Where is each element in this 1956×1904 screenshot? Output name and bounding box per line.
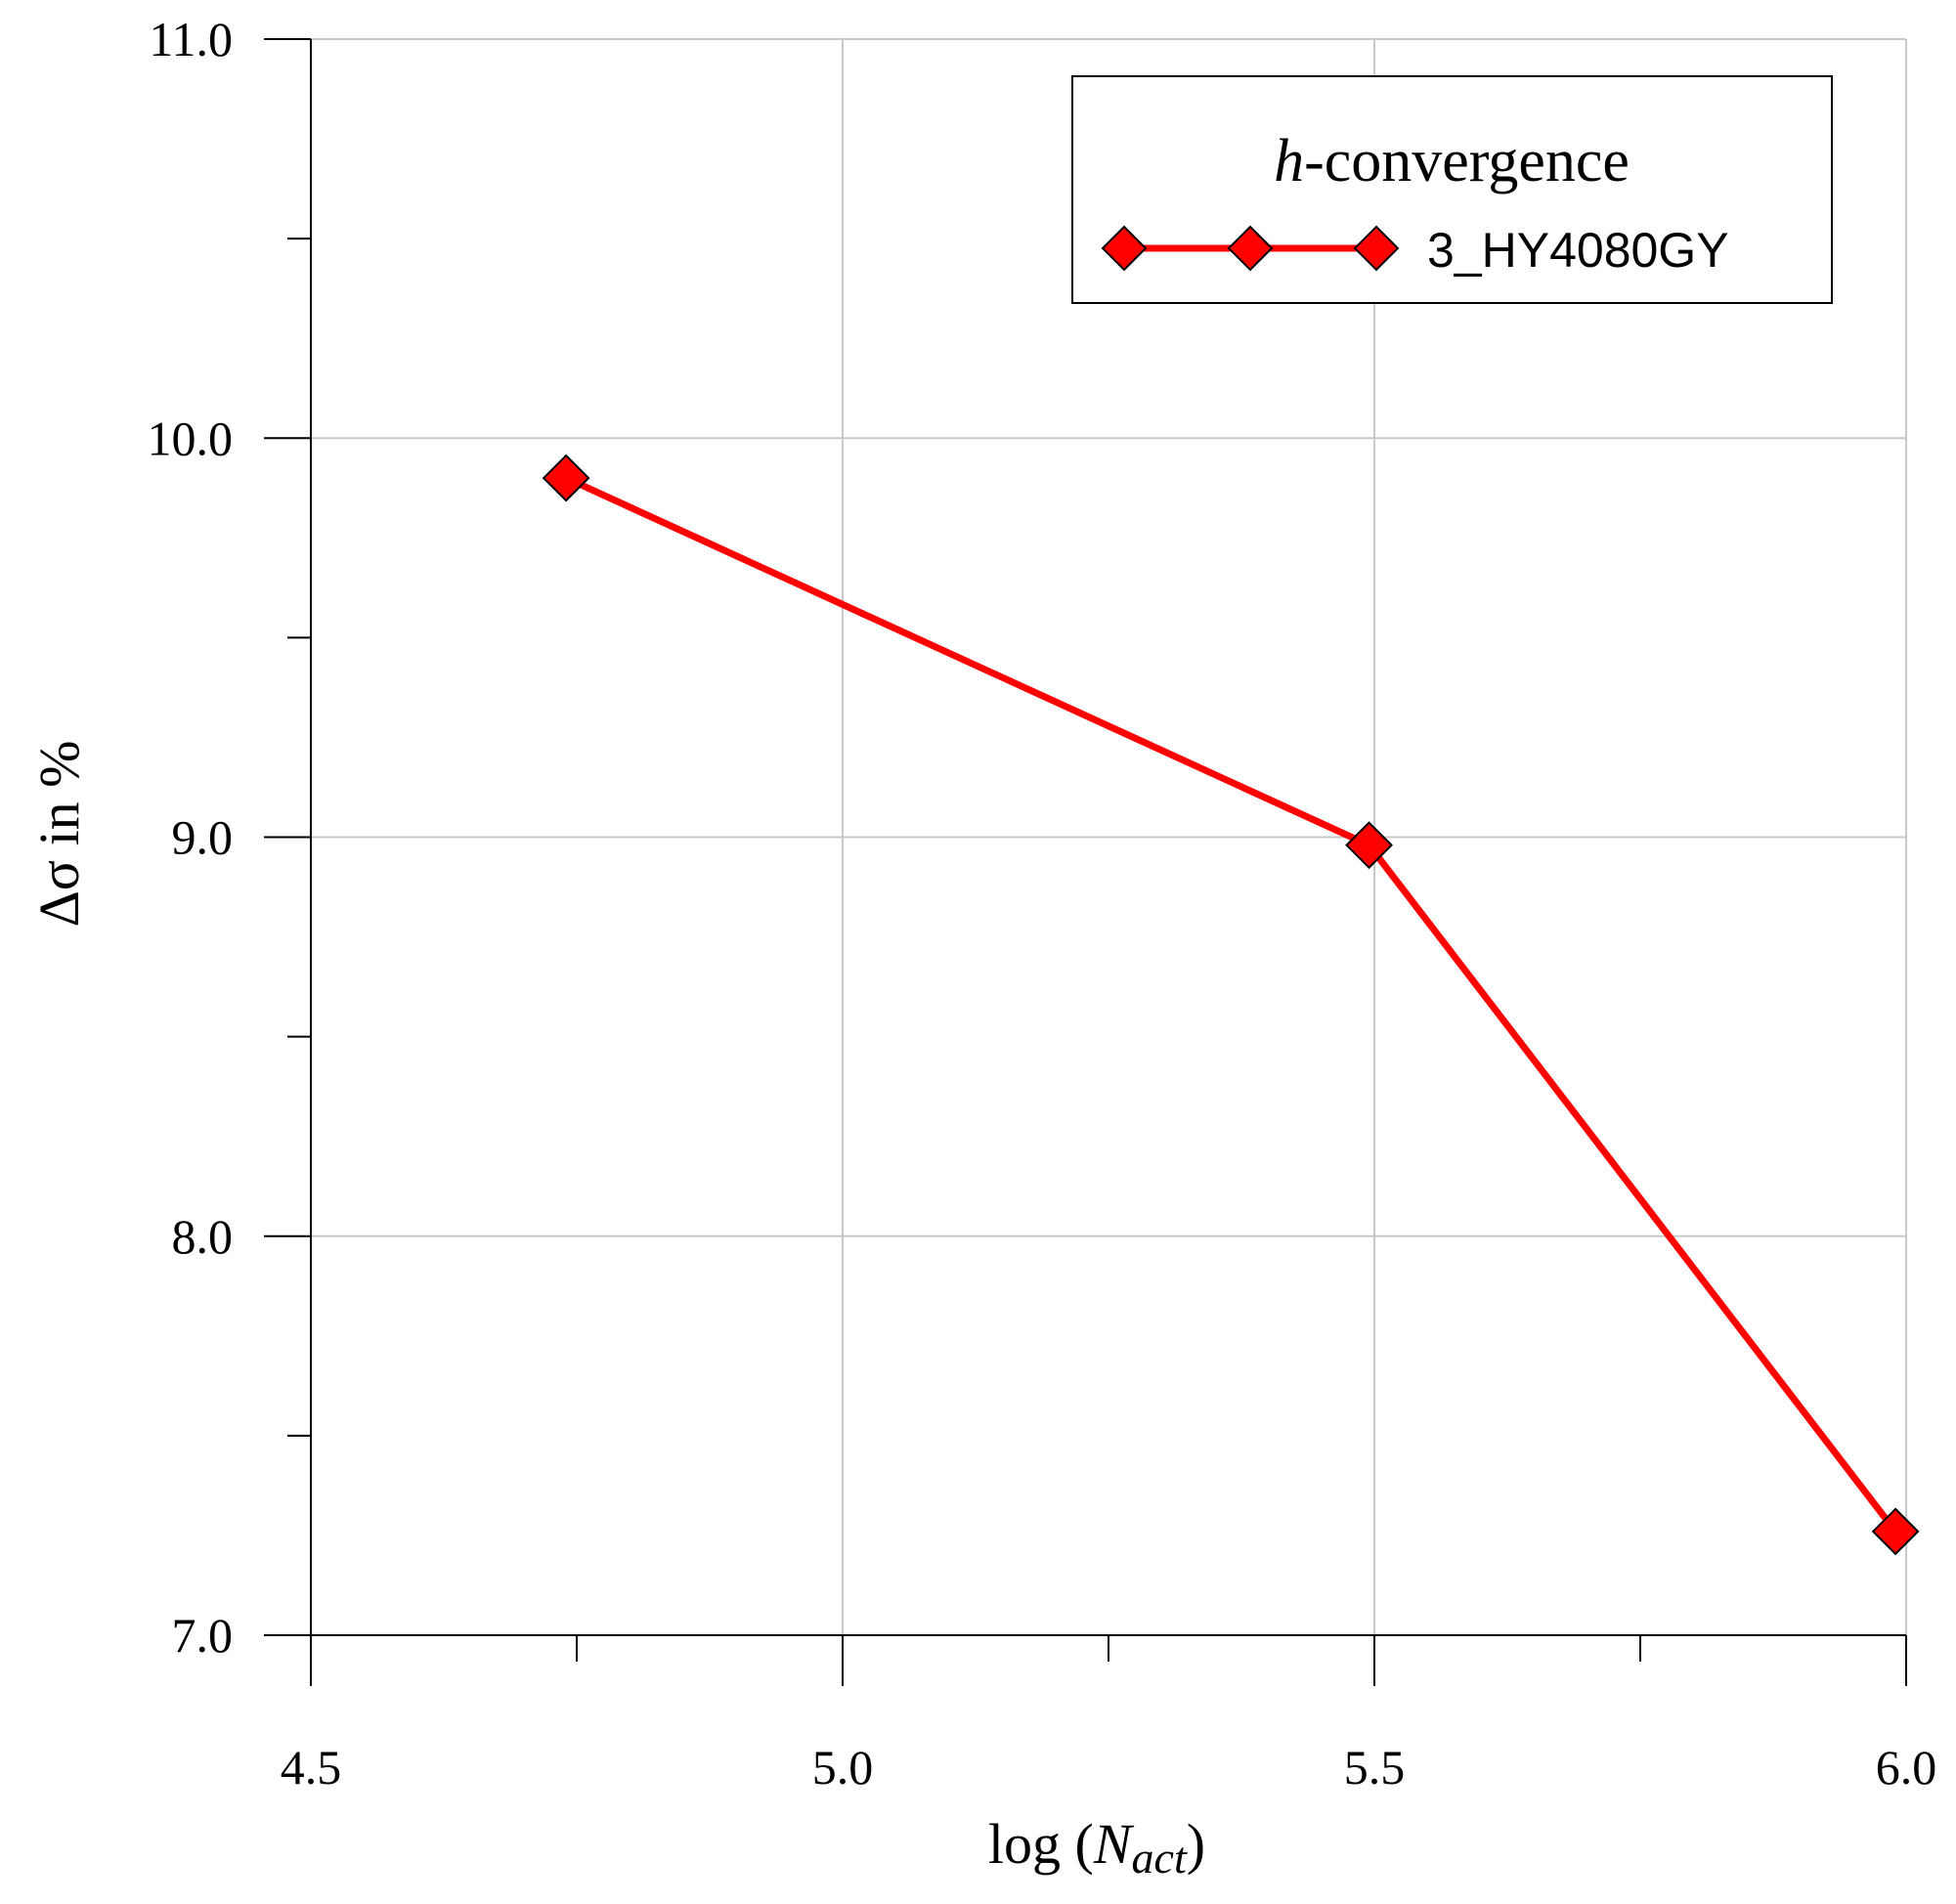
axes [264, 38, 1907, 1686]
legend-title: h-convergence [1274, 128, 1630, 195]
legend-title-rest: -convergence [1304, 128, 1630, 195]
tick-labels: 4.5 5.0 5.5 6.0 7.0 8.0 9.0 10.0 11.0 [148, 12, 1937, 1795]
y-tick-label-0: 7.0 [172, 1608, 234, 1663]
x-tick-label-2: 5.5 [1344, 1740, 1406, 1795]
x-axis-label-prefix: log ( [988, 1812, 1094, 1876]
legend: h-convergence 3_HY4080GY [1071, 75, 1833, 304]
legend-series-label: 3_HY4080GY [1427, 223, 1729, 278]
legend-marker-1 [1101, 225, 1148, 272]
legend-title-italic: h [1274, 128, 1304, 195]
y-tick-label-1: 8.0 [172, 1209, 234, 1264]
x-tick-label-0: 4.5 [281, 1740, 342, 1795]
grid [311, 38, 1907, 1635]
series-line-0 [564, 474, 1898, 1534]
legend-box [1071, 75, 1833, 304]
data-point-0-0 [542, 454, 590, 502]
data-point-0-2 [1871, 1507, 1920, 1556]
x-tick-label-3: 6.0 [1876, 1740, 1937, 1795]
x-axis-label: log (Nact) [988, 1812, 1205, 1882]
x-tick-label-1: 5.0 [812, 1740, 874, 1795]
y-tick-label-2: 9.0 [172, 810, 234, 865]
x-axis-label-subscript: act [1132, 1833, 1188, 1882]
x-axis-label-variable: N [1093, 1812, 1135, 1876]
y-axis-label: Δσ in % [27, 741, 91, 928]
y-tick-label-4: 11.0 [149, 12, 233, 66]
legend-marker-3 [1353, 225, 1400, 272]
legend-marker-2 [1227, 225, 1274, 272]
data-point-0-1 [1345, 821, 1393, 870]
x-axis-label-suffix: ) [1187, 1812, 1205, 1876]
y-tick-label-3: 10.0 [148, 411, 234, 465]
series [542, 454, 1920, 1556]
